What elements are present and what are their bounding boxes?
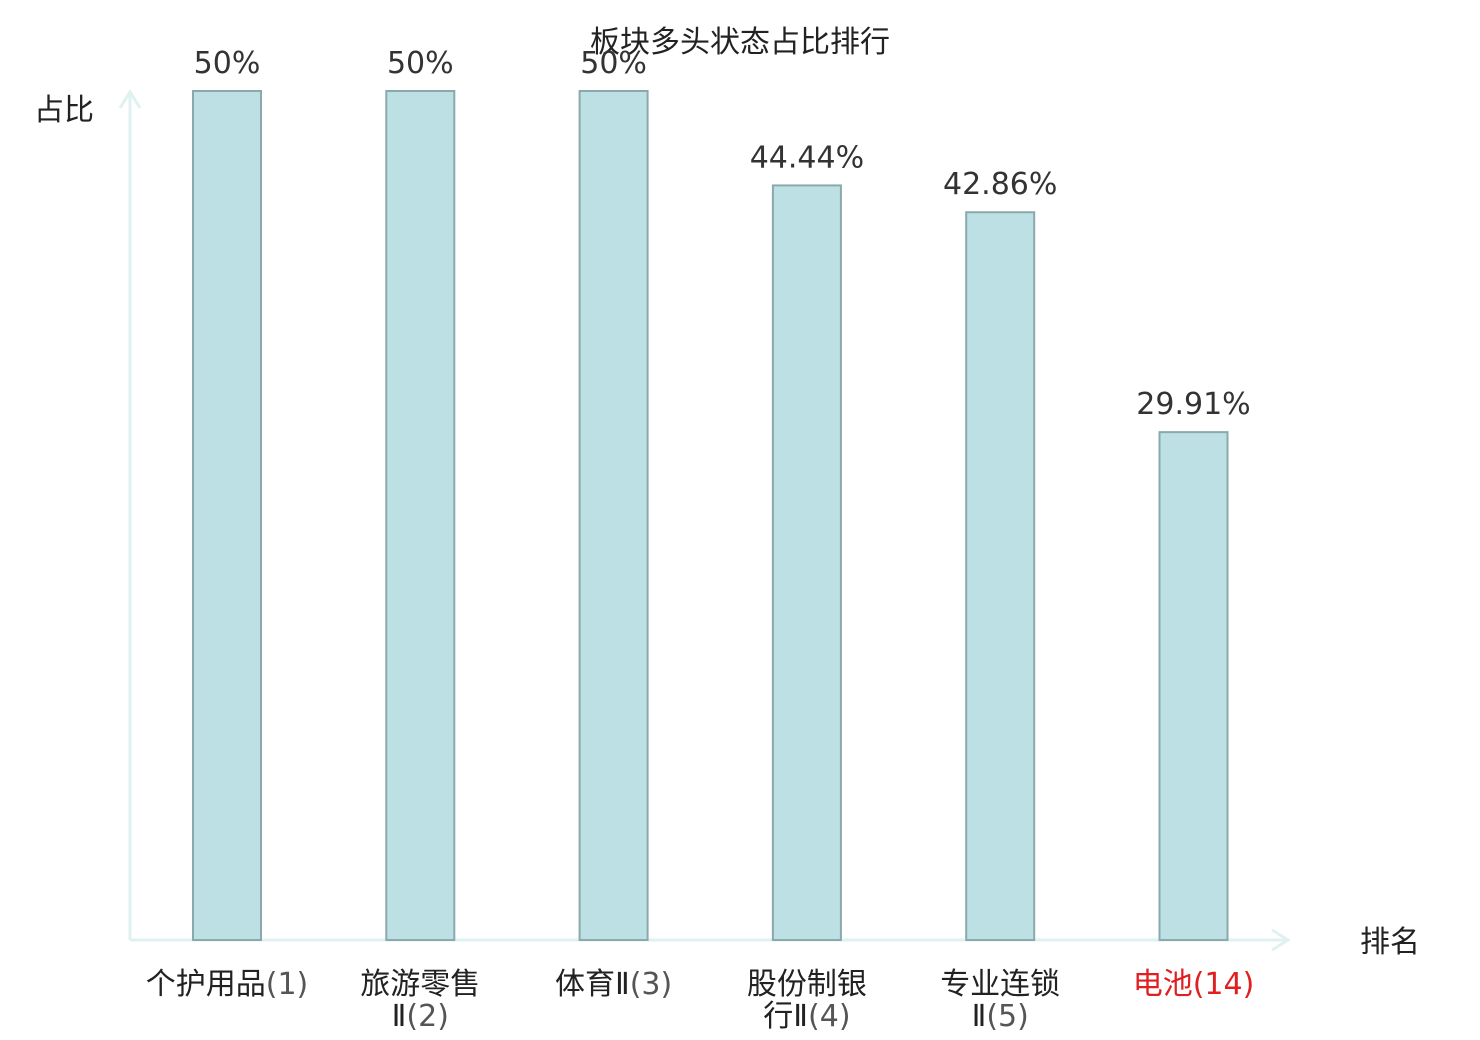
category-rank: (4) — [808, 999, 851, 1034]
axes — [118, 89, 1291, 952]
category-rank: (3) — [630, 967, 673, 1002]
bar — [385, 90, 456, 941]
x-axis-label: 排名 — [1360, 925, 1420, 960]
category-label: 股份制银 — [747, 967, 867, 1002]
category-label: Ⅱ(2) — [392, 999, 449, 1034]
value-labels-group: 50% 50% 50% 44.44% 42.86% 29.91% — [194, 46, 1251, 422]
bar-value-label: 50% — [387, 46, 454, 81]
category-rank: (2) — [406, 999, 449, 1034]
bar-value-label: 42.86% — [943, 167, 1057, 202]
bar-value-label: 50% — [580, 46, 647, 81]
category-rank: (5) — [986, 999, 1029, 1034]
y-axis-arrow — [118, 89, 142, 109]
category-name-part: 体育Ⅱ — [555, 967, 630, 1002]
bar — [965, 211, 1036, 942]
bar — [192, 90, 262, 941]
x-axis-arrow — [1271, 928, 1291, 952]
category-name-part: Ⅱ — [972, 999, 987, 1034]
bar-value-label: 29.91% — [1136, 387, 1250, 422]
category-name-part: 行Ⅱ — [763, 999, 808, 1034]
bars-group — [192, 90, 1229, 942]
category-label: Ⅱ(5) — [972, 999, 1029, 1034]
category-name-part: Ⅱ — [392, 999, 407, 1034]
bar — [1158, 431, 1229, 941]
category-rank: (1) — [266, 967, 309, 1002]
category-rank: (14) — [1193, 967, 1255, 1002]
bar — [771, 184, 842, 941]
bar — [578, 90, 649, 941]
bar-value-label: 50% — [194, 46, 261, 81]
bar-value-label: 44.44% — [750, 140, 864, 175]
category-label: 旅游零售 — [360, 967, 480, 1002]
category-name-part: 个护用品 — [146, 967, 266, 1002]
category-label: 专业连锁 — [940, 967, 1060, 1002]
category-label: 个护用品(1) — [146, 967, 309, 1002]
category-label: 电池(14) — [1133, 967, 1255, 1002]
category-label: 行Ⅱ(4) — [763, 999, 850, 1034]
category-name-part: 电池 — [1133, 967, 1193, 1002]
category-label: 体育Ⅱ(3) — [555, 967, 672, 1002]
chart-title: 板块多头状态占比排行 — [590, 25, 890, 60]
y-axis-label: 占比 — [34, 93, 94, 128]
